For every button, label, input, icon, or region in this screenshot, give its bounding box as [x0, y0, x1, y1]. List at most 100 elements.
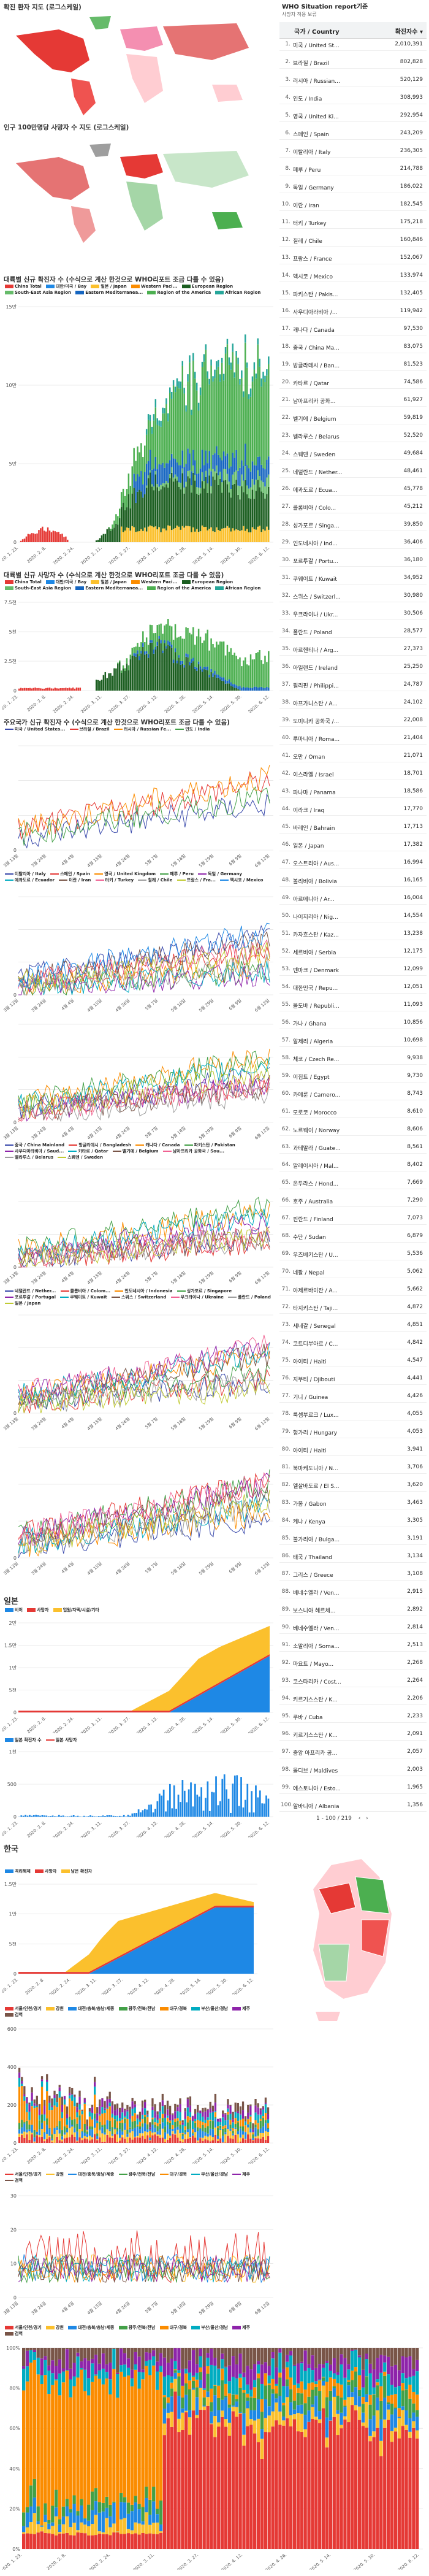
- table-row[interactable]: 89. 보스니아 헤르체... 2,892: [279, 1604, 427, 1616]
- table-row[interactable]: 80. 아이티 / Haiti 3,941: [279, 1444, 427, 1456]
- table-row[interactable]: 66. 호주 / Australia 7,290: [279, 1195, 427, 1207]
- table-row[interactable]: 60. 카메룬 / Camero... 8,743: [279, 1088, 427, 1100]
- table-row[interactable]: 7. 이탈리아 / Italy 236,305: [279, 145, 427, 158]
- table-row[interactable]: 44. 이라크 / Iraq 17,770: [279, 803, 427, 816]
- line-chart-2[interactable]: 03월 13일 3월 24일 4월 4일 4월 15일 4월 26일 5월 7일 5월 18…: [2, 891, 276, 1013]
- table-row[interactable]: 40. 루마니아 / Roma... 21,404: [279, 732, 427, 745]
- table-row[interactable]: 46. 일본 / Japan 17,382: [279, 839, 427, 851]
- table-row[interactable]: 22. 벨기에 / Belgium 59,819: [279, 412, 427, 424]
- line-chart-4[interactable]: 03월 13일 3월 24일 4월 4일 4월 15일 4월 26일 5월 7일 5월 18…: [2, 1163, 276, 1286]
- table-row[interactable]: 27. 콜롬비아 / Colo... 45,212: [279, 501, 427, 513]
- table-row[interactable]: 28. 싱가포르 / Singa... 39,850: [279, 519, 427, 531]
- table-row[interactable]: 68. 수단 / Sudan 6,879: [279, 1230, 427, 1243]
- table-row[interactable]: 10. 이란 / Iran 182,545: [279, 199, 427, 211]
- table-row[interactable]: 90. 베네수엘라 / Ven... 2,814: [279, 1622, 427, 1634]
- table-row[interactable]: 14. 멕시코 / Mexico 133,974: [279, 270, 427, 282]
- table-row[interactable]: 75. 아이티 / Haiti 4,547: [279, 1355, 427, 1367]
- table-row[interactable]: 77. 기니 / Guinea 4,426: [279, 1390, 427, 1403]
- line-chart-6[interactable]: 03월 13일 3월 24일 4월 4일 4월 15일 4월 26일 5월 7일 5월 18…: [2, 1441, 276, 1576]
- table-row[interactable]: 64. 말레이시아 / Mal... 8,402: [279, 1159, 427, 1171]
- table-row[interactable]: 59. 이집트 / Egypt 9,730: [279, 1070, 427, 1083]
- table-row[interactable]: 84. 케냐 / Kenya 3,305: [279, 1515, 427, 1527]
- table-row[interactable]: 37. 필리핀 / Philippi... 24,787: [279, 679, 427, 691]
- table-row[interactable]: 65. 온두라스 / Hond... 7,669: [279, 1177, 427, 1189]
- table-row[interactable]: 63. 과테말라 / Guate... 8,561: [279, 1141, 427, 1154]
- table-row[interactable]: 76. 지부티 / Djibouti 4,441: [279, 1373, 427, 1385]
- table-row[interactable]: 18. 중국 / China Ma... 83,075: [279, 341, 427, 353]
- korea-percent-chart[interactable]: 0%20%40%60%80%100%2020. 1. 23. 2020. 2. 8…: [2, 2342, 425, 2570]
- table-row[interactable]: 50. 나이지리아 / Nig... 14,554: [279, 910, 427, 922]
- world-map-deaths[interactable]: [4, 132, 273, 267]
- table-row[interactable]: 95. 쿠바 / Cuba 2,233: [279, 1711, 427, 1723]
- table-row[interactable]: 83. 가봉 / Gabon 3,463: [279, 1497, 427, 1509]
- table-row[interactable]: 78. 룩셈부르크 / Lux... 4,055: [279, 1408, 427, 1420]
- table-row[interactable]: 56. 가나 / Ghana 10,856: [279, 1017, 427, 1029]
- table-row[interactable]: 93. 코스타리카 / Cost... 2,264: [279, 1675, 427, 1687]
- table-row[interactable]: 94. 키르기스스탄 / K... 2,206: [279, 1693, 427, 1705]
- table-row[interactable]: 96. 키르기스스탄 / K... 2,091: [279, 1728, 427, 1741]
- table-row[interactable]: 29. 인도네시아 / Ind... 36,406: [279, 537, 427, 549]
- table-row[interactable]: 36. 아일랜드 / Ireland 25,250: [279, 661, 427, 673]
- table-row[interactable]: 53. 덴마크 / Denmark 12,099: [279, 964, 427, 976]
- table-row[interactable]: 55. 몰도바 / Republi... 11,093: [279, 999, 427, 1011]
- table-row[interactable]: 16. 사우디아라비아 /... 119,942: [279, 305, 427, 318]
- next-page-icon[interactable]: ›: [366, 1815, 368, 1822]
- prev-page-icon[interactable]: ‹: [358, 1815, 361, 1822]
- table-row[interactable]: 5. 영국 / United Ki... 292,954: [279, 110, 427, 122]
- table-row[interactable]: 12. 칠레 / Chile 160,846: [279, 234, 427, 247]
- table-row[interactable]: 61. 모로코 / Morocco 8,610: [279, 1106, 427, 1118]
- table-row[interactable]: 8. 페루 / Peru 214,788: [279, 163, 427, 175]
- table-row[interactable]: 39. 도미니카 공화국 /... 22,008: [279, 715, 427, 727]
- table-row[interactable]: 57. 알제리 / Algeria 10,698: [279, 1035, 427, 1047]
- table-row[interactable]: 97. 중앙 아프리카 공... 2,057: [279, 1746, 427, 1758]
- table-row[interactable]: 23. 벨라루스 / Belarus 52,520: [279, 430, 427, 442]
- table-row[interactable]: 87. 그리스 / Greece 3,108: [279, 1568, 427, 1581]
- table-row[interactable]: 30. 포르투갈 / Portu... 36,180: [279, 554, 427, 567]
- table-row[interactable]: 58. 체코 / Czech Re... 9,938: [279, 1052, 427, 1065]
- table-row[interactable]: 85. 불가리아 / Bulga... 3,191: [279, 1533, 427, 1545]
- table-row[interactable]: 26. 에콰도르 / Ecua... 45,778: [279, 483, 427, 496]
- table-row[interactable]: 11. 터키 / Turkey 175,218: [279, 217, 427, 229]
- korea-map[interactable]: [276, 1852, 426, 2036]
- table-row[interactable]: 81. 북마케도니아 / N... 3,706: [279, 1462, 427, 1474]
- table-row[interactable]: 31. 쿠웨이트 / Kuwait 34,952: [279, 572, 427, 585]
- world-map-cases[interactable]: [4, 11, 273, 121]
- table-row[interactable]: 71. 아제르바이잔 / A... 5,662: [279, 1284, 427, 1296]
- table-row[interactable]: 13. 프랑스 / France 152,067: [279, 252, 427, 264]
- col-cases[interactable]: 확진자수 ▾: [395, 29, 423, 36]
- line-chart-3[interactable]: 03월 13일 3월 24일 4월 4일 4월 15일 4월 26일 5월 7일 5월 18…: [2, 1018, 276, 1141]
- table-row[interactable]: 4. 인도 / India 308,993: [279, 92, 427, 104]
- table-row[interactable]: 99. 에스토니아 / Esto... 1,965: [279, 1782, 427, 1794]
- table-row[interactable]: 73. 세네갈 / Senegal 4,851: [279, 1319, 427, 1332]
- table-row[interactable]: 24. 스웨덴 / Sweden 49,684: [279, 448, 427, 460]
- table-row[interactable]: 86. 태국 / Thailand 3,134: [279, 1551, 427, 1563]
- table-row[interactable]: 45. 바레인 / Bahrain 17,713: [279, 821, 427, 834]
- line-chart-1[interactable]: 03월 13일 3월 24일 4월 4일 4월 15일 4월 26일 5월 7일 5월 18…: [2, 740, 276, 868]
- table-row[interactable]: 47. 오스트리아 / Aus... 16,994: [279, 857, 427, 869]
- table-row[interactable]: 42. 이스라엘 / Israel 18,701: [279, 768, 427, 780]
- line-chart-5[interactable]: 03월 13일 3월 24일 4월 4일 4월 15일 4월 26일 5월 7일 5월 18…: [2, 1309, 276, 1432]
- table-row[interactable]: 62. 노르웨이 / Norway 8,606: [279, 1124, 427, 1136]
- table-row[interactable]: 43. 파나마 / Panama 18,586: [279, 786, 427, 798]
- table-row[interactable]: 70. 네팔 / Nepal 5,062: [279, 1266, 427, 1278]
- table-row[interactable]: 3. 러시아 / Russian... 520,129: [279, 74, 427, 86]
- table-row[interactable]: 2. 브라질 / Brazil 802,828: [279, 56, 427, 69]
- table-row[interactable]: 72. 타지키스탄 / Taji... 4,872: [279, 1301, 427, 1314]
- table-row[interactable]: 48. 볼리비아 / Bolivia 16,165: [279, 875, 427, 887]
- table-row[interactable]: 17. 캐나다 / Canada 97,530: [279, 323, 427, 335]
- table-row[interactable]: 100. 알바니아 / Albania 1,356: [279, 1800, 427, 1812]
- col-country[interactable]: 국가 / Country: [294, 29, 340, 36]
- table-row[interactable]: 41. 오만 / Oman 21,071: [279, 750, 427, 762]
- table-row[interactable]: 92. 마요트 / Mayo... 2,268: [279, 1657, 427, 1669]
- table-row[interactable]: 67. 핀란드 / Finland 7,073: [279, 1213, 427, 1225]
- table-row[interactable]: 1. 미국 / United St... 2,010,391: [279, 39, 427, 51]
- table-row[interactable]: 19. 방글라데시 / Ban... 81,523: [279, 359, 427, 371]
- table-row[interactable]: 91. 소말리아 / Soma... 2,513: [279, 1639, 427, 1652]
- table-row[interactable]: 69. 우즈베키스탄 / U... 5,536: [279, 1248, 427, 1260]
